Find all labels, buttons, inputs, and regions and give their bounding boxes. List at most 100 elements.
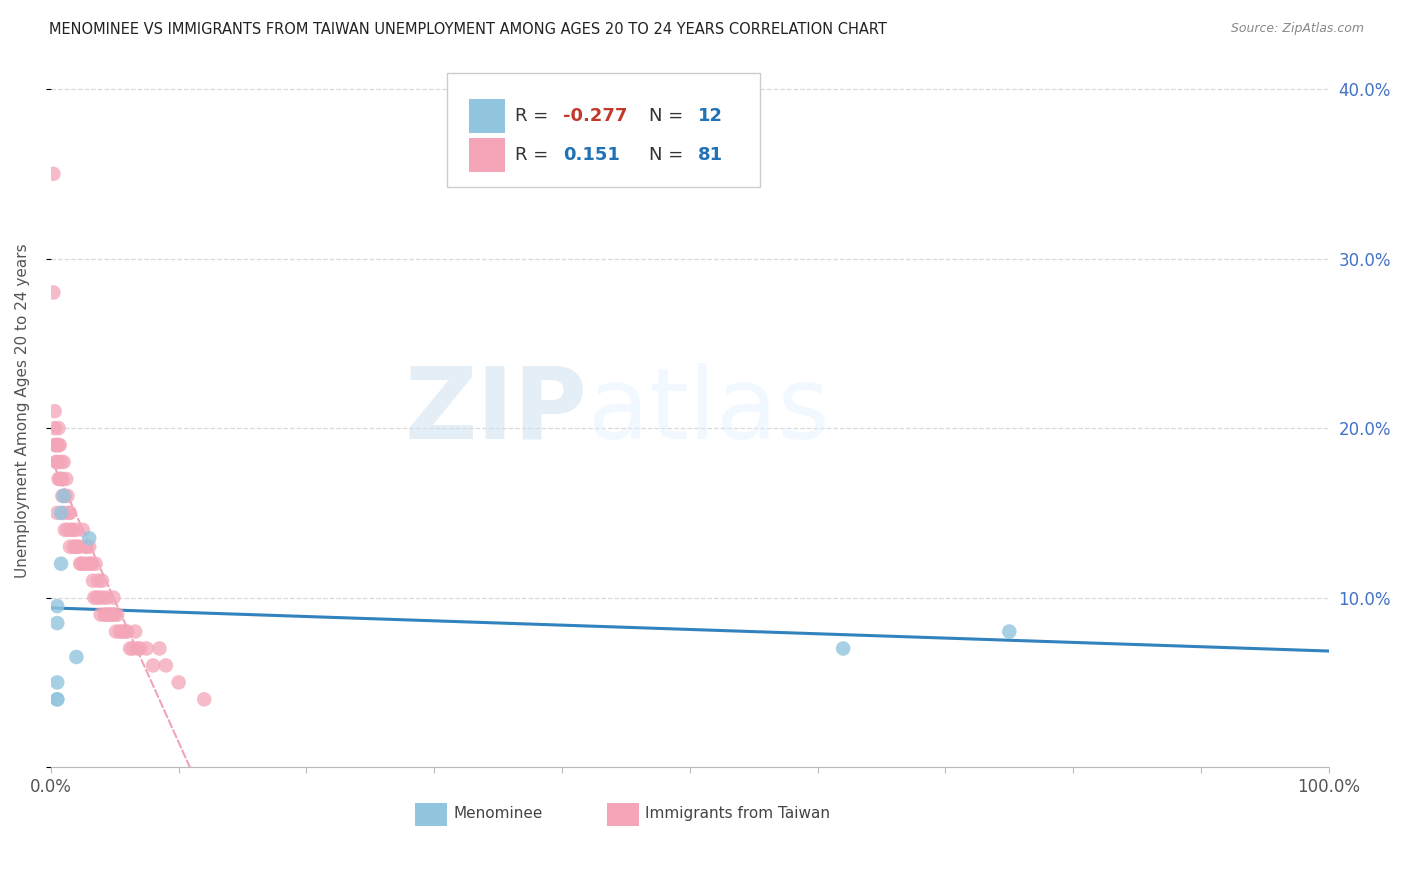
Point	[62, 523, 84, 537]
Point	[83, 591, 105, 605]
Point	[51, 489, 73, 503]
Point	[86, 591, 108, 605]
Point	[142, 658, 165, 673]
Point	[46, 455, 69, 469]
Point	[46, 692, 69, 706]
Point	[998, 624, 1021, 639]
Text: 81: 81	[697, 145, 723, 164]
Text: ZIP: ZIP	[405, 363, 588, 459]
Point	[167, 675, 190, 690]
Point	[94, 607, 117, 622]
Text: N =: N =	[650, 107, 689, 125]
Point	[45, 455, 67, 469]
Point	[98, 607, 121, 622]
Point	[80, 557, 103, 571]
Point	[117, 624, 139, 639]
Point	[42, 167, 65, 181]
Text: N =: N =	[650, 145, 689, 164]
Text: Menominee: Menominee	[453, 806, 543, 821]
Point	[114, 624, 136, 639]
Text: R =: R =	[515, 145, 560, 164]
Point	[48, 438, 70, 452]
Text: atlas: atlas	[588, 363, 830, 459]
Point	[155, 658, 177, 673]
Point	[49, 506, 72, 520]
Point	[63, 540, 86, 554]
Y-axis label: Unemployment Among Ages 20 to 24 years: Unemployment Among Ages 20 to 24 years	[15, 244, 30, 579]
Point	[58, 506, 80, 520]
Point	[52, 506, 75, 520]
Point	[148, 641, 170, 656]
Point	[93, 607, 115, 622]
Point	[72, 523, 94, 537]
Point	[49, 557, 72, 571]
Point	[105, 607, 128, 622]
Point	[127, 641, 149, 656]
Point	[76, 540, 98, 554]
Point	[56, 523, 79, 537]
Point	[193, 692, 215, 706]
Point	[44, 438, 66, 452]
Point	[100, 607, 122, 622]
Point	[87, 574, 110, 588]
Point	[63, 540, 86, 554]
Text: MENOMINEE VS IMMIGRANTS FROM TAIWAN UNEMPLOYMENT AMONG AGES 20 TO 24 YEARS CORRE: MENOMINEE VS IMMIGRANTS FROM TAIWAN UNEM…	[49, 22, 887, 37]
Point	[65, 650, 87, 665]
Point	[91, 574, 114, 588]
Point	[120, 641, 142, 656]
Point	[77, 531, 100, 545]
Bar	[415, 803, 447, 825]
Text: R =: R =	[515, 107, 554, 125]
Point	[59, 540, 82, 554]
Point	[49, 455, 72, 469]
Point	[90, 607, 112, 622]
Point	[46, 615, 69, 630]
Bar	[607, 803, 638, 825]
Point	[82, 574, 104, 588]
Point	[56, 489, 79, 503]
Point	[75, 540, 97, 554]
Point	[91, 591, 114, 605]
Point	[53, 523, 76, 537]
Point	[129, 641, 152, 656]
Point	[103, 591, 125, 605]
Point	[46, 599, 69, 613]
Text: 0.151: 0.151	[564, 145, 620, 164]
Point	[104, 607, 127, 622]
Point	[49, 472, 72, 486]
Point	[67, 540, 90, 554]
Point	[77, 540, 100, 554]
Point	[46, 675, 69, 690]
Point	[49, 472, 72, 486]
Point	[66, 540, 89, 554]
Point	[44, 404, 66, 418]
Point	[52, 489, 75, 503]
Point	[46, 438, 69, 452]
Point	[65, 523, 87, 537]
Point	[79, 557, 101, 571]
Point	[73, 557, 96, 571]
FancyBboxPatch shape	[447, 73, 761, 186]
Bar	[468, 99, 505, 133]
Point	[48, 472, 70, 486]
Text: Source: ZipAtlas.com: Source: ZipAtlas.com	[1230, 22, 1364, 36]
Text: 12: 12	[697, 107, 723, 125]
Point	[135, 641, 157, 656]
Point	[52, 455, 75, 469]
Bar	[468, 137, 505, 172]
Point	[45, 438, 67, 452]
Point	[46, 692, 69, 706]
Point	[60, 523, 83, 537]
Text: -0.277: -0.277	[564, 107, 627, 125]
Point	[101, 607, 124, 622]
Point	[84, 557, 107, 571]
Point	[44, 421, 66, 435]
Point	[105, 624, 128, 639]
Point	[48, 421, 70, 435]
Text: Immigrants from Taiwan: Immigrants from Taiwan	[645, 806, 830, 821]
Point	[97, 607, 120, 622]
Point	[832, 641, 855, 656]
Point	[46, 506, 69, 520]
Point	[53, 489, 76, 503]
Point	[49, 438, 72, 452]
